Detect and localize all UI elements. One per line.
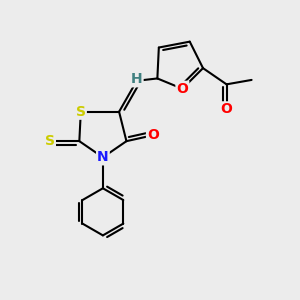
Text: S: S — [76, 105, 86, 119]
Text: S: S — [45, 134, 55, 148]
Text: H: H — [131, 72, 142, 86]
Text: O: O — [176, 82, 188, 96]
Text: O: O — [220, 102, 232, 116]
Text: O: O — [147, 128, 159, 142]
Text: N: N — [97, 150, 109, 164]
